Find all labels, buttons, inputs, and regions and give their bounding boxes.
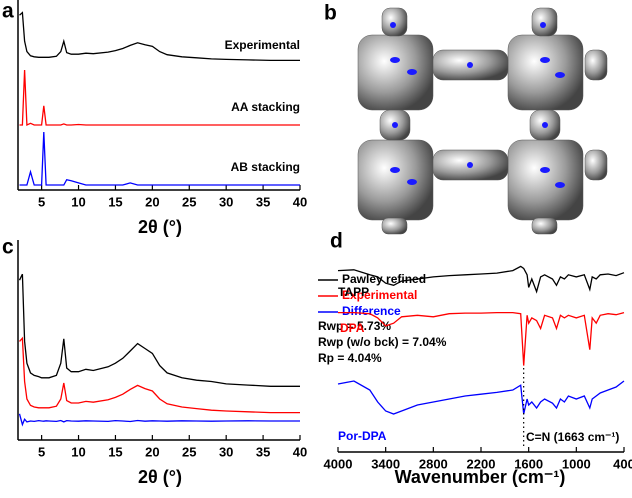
annotation: C=N (1663 cm⁻¹) — [526, 430, 619, 444]
x-tick-label: 25 — [182, 194, 196, 209]
x-tick-label: 10 — [71, 194, 85, 209]
framework-image — [357, 7, 608, 235]
x-tick-label: 30 — [219, 194, 233, 209]
panel-label: c — [2, 236, 14, 259]
annotation: Rwp = 5.73% — [318, 319, 391, 333]
series-label: Por-DPA — [338, 429, 387, 443]
series-label: AA stacking — [231, 100, 300, 114]
x-tick-label: 3400 — [371, 456, 400, 471]
x-tick-label: 1600 — [514, 456, 543, 471]
x-tick-label: 2800 — [419, 456, 448, 471]
legend-label: Experimental — [342, 288, 417, 302]
spectrum-line — [18, 413, 300, 427]
spectrum-line — [19, 336, 300, 414]
spectrum-line — [338, 311, 625, 366]
series-label: Experimental — [225, 38, 300, 52]
spectrum-line — [18, 273, 300, 387]
x-tick-label: 20 — [145, 194, 159, 209]
panel-label: b — [324, 2, 337, 25]
x-tick-label: 40 — [293, 444, 307, 459]
x-tick-label: 2200 — [467, 456, 496, 471]
x-tick-label: 20 — [145, 444, 159, 459]
x-tick-label: 40 — [293, 194, 307, 209]
annotation: Rwp (w/o bck) = 7.04% — [318, 335, 447, 349]
x-tick-label: 30 — [219, 444, 233, 459]
panel-label: d — [330, 230, 343, 253]
spectrum-line — [337, 265, 625, 294]
series-label: AB stacking — [231, 160, 300, 174]
legend-label: Difference — [342, 304, 401, 318]
x-tick-label: 35 — [256, 444, 270, 459]
x-tick-label: 1000 — [562, 456, 591, 471]
legend-label: Pawley refined — [342, 272, 426, 286]
x-tick-label: 5 — [38, 194, 45, 209]
x-tick-label: 400 — [613, 456, 632, 471]
spectrum-line — [19, 11, 300, 62]
annotation: Rp = 4.04% — [318, 351, 382, 365]
x-axis-label: 2θ (°) — [138, 217, 182, 237]
x-tick-label: 10 — [71, 444, 85, 459]
x-axis-label: 2θ (°) — [138, 467, 182, 487]
spectrum-line — [19, 69, 300, 127]
x-tick-label: 5 — [38, 444, 45, 459]
x-tick-label: 15 — [108, 194, 122, 209]
spectrum-line — [19, 131, 300, 186]
x-axis-label: Wavenumber (cm⁻¹) — [395, 467, 566, 487]
spectrum-line — [337, 380, 625, 415]
panel-label: a — [2, 0, 14, 23]
x-tick-label: 35 — [256, 194, 270, 209]
series-label: DPA — [340, 321, 365, 335]
series-label: TAPP — [338, 285, 369, 299]
x-tick-label: 4000 — [324, 456, 353, 471]
x-tick-label: 15 — [108, 444, 122, 459]
x-tick-label: 25 — [182, 444, 196, 459]
